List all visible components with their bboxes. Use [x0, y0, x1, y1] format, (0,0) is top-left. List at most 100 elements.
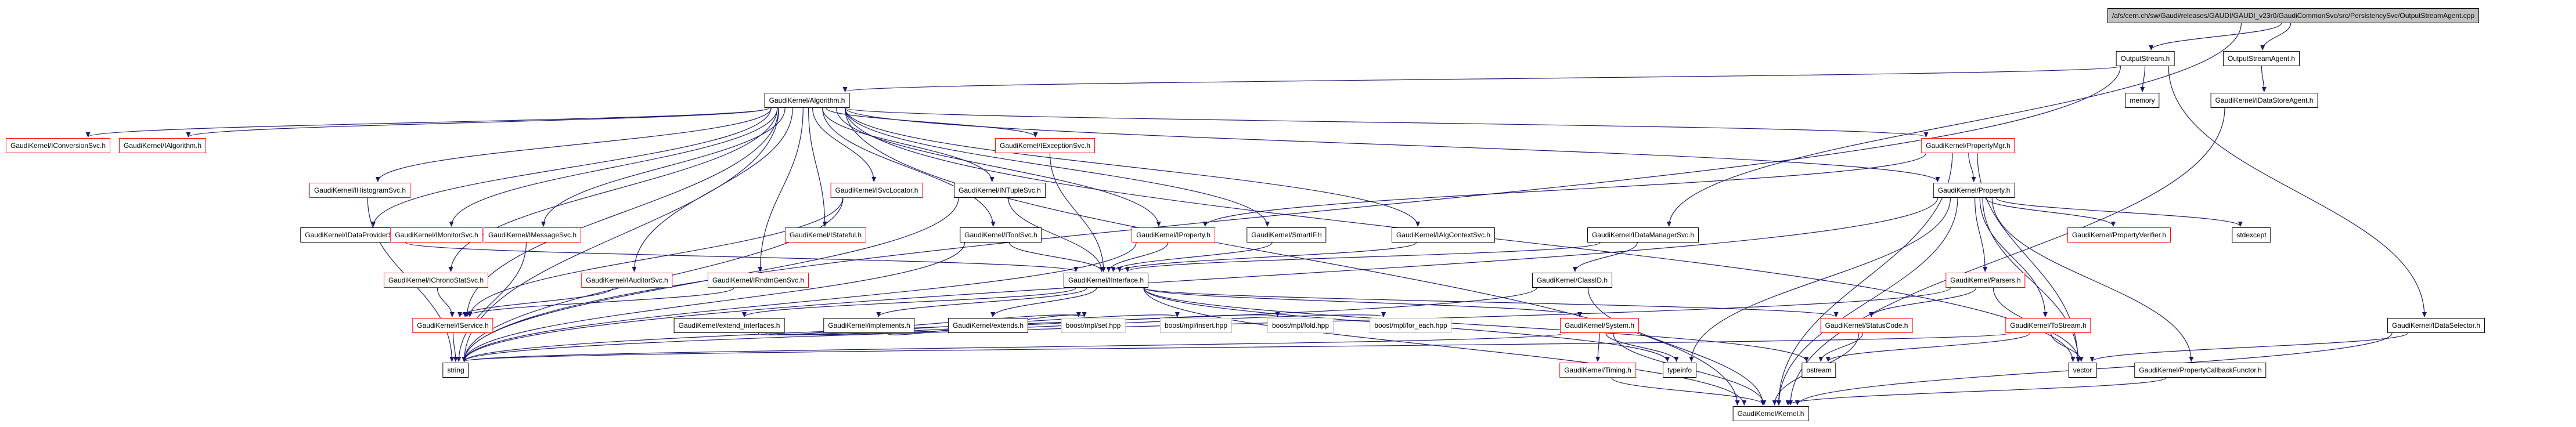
include-edge: [1982, 197, 2081, 362]
graph-node-boost-mpl-insert-hpp: boost/mpl/insert.hpp: [1159, 318, 1233, 333]
include-edge: [1991, 197, 2194, 362]
include-edge: [2140, 66, 2146, 92]
graph-node-gaudikernel-timing-h[interactable]: GaudiKernel/Timing.h: [1559, 363, 1636, 378]
graph-node-boost-mpl-fold-hpp: boost/mpl/fold.hpp: [1267, 318, 1334, 333]
graph-node-ostream: ostream: [1802, 363, 1836, 378]
graph-node-gaudikernel-idataselector-h[interactable]: GaudiKernel/IDataSelector.h: [2387, 318, 2485, 333]
include-edge: [808, 107, 827, 227]
include-edge: [1143, 287, 1809, 362]
graph-node-gaudikernel-idatamanagersvc-h[interactable]: GaudiKernel/IDataManagerSvc.h: [1587, 227, 1699, 243]
graph-node-gaudikernel-iservice-h[interactable]: GaudiKernel/IService.h: [412, 318, 493, 333]
graph-node-boost-mpl-for-each-hpp: boost/mpl/for_each.hpp: [1370, 318, 1452, 333]
include-edge: [876, 287, 1087, 317]
graph-node-gaudikernel-ichronostatsvc-h[interactable]: GaudiKernel/IChronoStatSvc.h: [383, 273, 489, 288]
graph-node-gaudikernel-extends-h[interactable]: GaudiKernel/extends.h: [947, 318, 1029, 333]
graph-node-gaudikernel-iconversionsvc-h[interactable]: GaudiKernel/IConversionSvc.h: [5, 138, 111, 153]
include-edge: [463, 287, 734, 317]
include-edge: [1572, 242, 1638, 272]
graph-node-gaudikernel-intuplesvc-h[interactable]: GaudiKernel/INTupleSvc.h: [954, 183, 1046, 198]
include-edge: [462, 242, 965, 362]
graph-node-gaudikernel-iauditorsvc-h[interactable]: GaudiKernel/IAuditorSvc.h: [581, 273, 673, 288]
graph-node-gaudikernel-parsers-h[interactable]: GaudiKernel/Parsers.h: [1945, 273, 2026, 288]
graph-node-gaudikernel-propertyverifier-h[interactable]: GaudiKernel/PropertyVerifier.h: [2067, 227, 2171, 243]
include-edge: [456, 242, 527, 362]
include-edge: [1125, 242, 1601, 272]
graph-node-gaudikernel-itoolsvc-h[interactable]: GaudiKernel/IToolSvc.h: [960, 227, 1042, 243]
include-edge: [2149, 23, 2282, 50]
graph-node-memory: memory: [2125, 93, 2160, 108]
include-edge: [462, 66, 2121, 362]
include-edge: [1595, 332, 1601, 362]
graph-node-outputstreamagent-h[interactable]: OutputStreamAgent.h: [2222, 51, 2300, 66]
include-edge: [742, 287, 1076, 317]
graph-node-outputstream-h[interactable]: OutputStream.h: [2116, 51, 2175, 66]
graph-node-gaudikernel-idatastoreagent-h[interactable]: GaudiKernel/IDataStoreAgent.h: [2210, 93, 2318, 108]
graph-node-gaudikernel-irndmgensvc-h[interactable]: GaudiKernel/IRndmGenSvc.h: [707, 273, 809, 288]
graph-node-typeinfo: typeinfo: [1662, 363, 1697, 378]
include-edge: [1975, 197, 1988, 272]
graph-node-gaudikernel-ialgcontextsvc-h[interactable]: GaudiKernel/IAlgContextSvc.h: [1391, 227, 1496, 243]
include-edge: [437, 287, 455, 317]
include-edge: [186, 107, 770, 137]
graph-node-gaudikernel-implements-h[interactable]: GaudiKernel/implements.h: [823, 318, 915, 333]
include-edge: [2261, 66, 2267, 92]
graph-node-gaudikernel-imonitorsvc-h[interactable]: GaudiKernel/IMonitorSvc.h: [390, 227, 483, 243]
graph-node-gaudikernel-propertymgr-h[interactable]: GaudiKernel/PropertyMgr.h: [1921, 138, 2015, 153]
include-edge: [1666, 23, 2242, 227]
graph-node-gaudikernel-iproperty-h[interactable]: GaudiKernel/IProperty.h: [1132, 227, 1215, 243]
include-edge: [462, 332, 2011, 362]
include-edge: [1818, 332, 1864, 362]
graph-node-gaudikernel-classid-h[interactable]: GaudiKernel/ClassID.h: [1532, 273, 1613, 288]
include-edge: [812, 107, 877, 182]
include-edge: [452, 332, 458, 362]
graph-node-boost-mpl-set-hpp: boost/mpl/set.hpp: [1061, 318, 1126, 333]
include-edge: [1995, 197, 2243, 227]
include-edge: [2168, 66, 2427, 317]
graph-node-gaudikernel-system-h[interactable]: GaudiKernel/System.h: [1559, 318, 1640, 333]
include-edge: [843, 66, 2121, 92]
include-edge: [1049, 153, 1106, 272]
include-edge: [1143, 287, 1747, 406]
include-edge: [375, 107, 772, 182]
include-edge: [2260, 23, 2292, 50]
include-edge: [1825, 332, 2030, 362]
include-edge: [758, 107, 804, 272]
graph-node-gaudikernel-kernel-h[interactable]: GaudiKernel/Kernel.h: [1732, 406, 1809, 421]
include-edge: [1785, 377, 2167, 406]
include-edge: [1689, 197, 1951, 362]
graph-node-gaudikernel-extend-interfaces-h[interactable]: GaudiKernel/extend_interfaces.h: [673, 318, 785, 333]
graph-node-gaudikernel-algorithm-h[interactable]: GaudiKernel/Algorithm.h: [764, 93, 850, 108]
graph-node-gaudikernel-iinterface-h[interactable]: GaudiKernel/IInterface.h: [1063, 273, 1149, 288]
include-edge: [1979, 197, 2048, 317]
include-edge: [1117, 242, 1417, 272]
include-edge: [990, 287, 1097, 317]
graph-node-vector: vector: [2068, 363, 2097, 378]
include-edge: [1008, 197, 1104, 272]
graph-node-gaudikernel-ialgorithm-h[interactable]: GaudiKernel/IAlgorithm.h: [118, 138, 207, 153]
include-edge: [1968, 153, 1976, 182]
include-edge: [1008, 242, 1104, 272]
include-edge: [449, 107, 778, 227]
include-edge: [844, 107, 1421, 227]
graph-node-gaudikernel-istateful-h[interactable]: GaudiKernel/IStateful.h: [784, 227, 867, 243]
graph-node-gaudikernel-property-h[interactable]: GaudiKernel/Property.h: [1933, 183, 2015, 198]
graph-node-gaudikernel-smartif-h[interactable]: GaudiKernel/SmartIF.h: [1246, 227, 1327, 243]
graph-node-gaudikernel-propertycallbackfunctor-h[interactable]: GaudiKernel/PropertyCallbackFunctor.h: [2134, 363, 2267, 378]
include-edge: [822, 107, 996, 227]
include-edge: [2089, 332, 2408, 362]
include-edge: [1143, 287, 1582, 317]
graph-node-gaudikernel-tostream-h[interactable]: GaudiKernel/ToStream.h: [2005, 318, 2091, 333]
include-edge: [1143, 287, 1839, 317]
include-edge: [844, 107, 1740, 406]
graph-node-stdexcept: stdexcept: [2232, 227, 2271, 243]
include-edge: [1869, 287, 1977, 317]
graph-node-gaudikernel-iexceptionsvc-h[interactable]: GaudiKernel/IExceptionSvc.h: [995, 138, 1096, 153]
graph-node-gaudikernel-statuscode-h[interactable]: GaudiKernel/StatusCode.h: [1820, 318, 1913, 333]
graph-node-gaudikernel-ihistogramsvc-h[interactable]: GaudiKernel/IHistogramSvc.h: [309, 183, 411, 198]
graph-node-gaudikernel-isvclocator-h[interactable]: GaudiKernel/ISvcLocator.h: [830, 183, 923, 198]
graph-node-gaudikernel-imessagesvc-h[interactable]: GaudiKernel/IMessageSvc.h: [483, 227, 582, 243]
include-edge: [462, 332, 1565, 362]
include-edge: [822, 107, 995, 182]
include-edge: [844, 107, 1270, 227]
